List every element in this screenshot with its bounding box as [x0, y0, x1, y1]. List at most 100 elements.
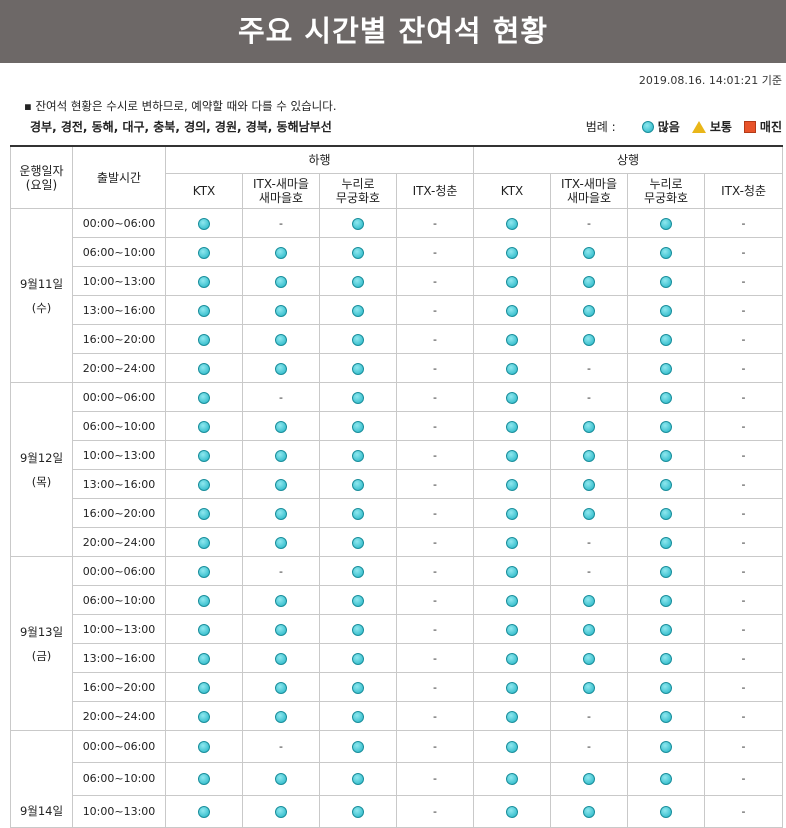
time-cell: 06:00~10:00: [72, 237, 166, 267]
status-icon: [198, 710, 210, 723]
status-icon: [660, 710, 673, 723]
status-cell: 많음: [627, 498, 706, 528]
status-icon: [506, 449, 519, 462]
row: 06:00~10:00 많음 많음 많음 - 많음 많음 많음 -: [11, 411, 784, 441]
row: 10:00~13:00 많음 많음 많음 - 많음 많음 많음 -: [11, 794, 784, 828]
status-icon: [583, 478, 596, 491]
status-cell: 많음: [165, 794, 243, 828]
legend-text: 보통: [709, 120, 732, 134]
status-cell: 많음: [242, 440, 320, 470]
status-cell: 많음: [319, 701, 397, 731]
status-icon: [352, 773, 364, 786]
head-group: 하행: [164, 145, 475, 174]
status-cell: 많음: [473, 266, 552, 296]
status-icon: [583, 420, 596, 433]
status-text: 많음: [672, 710, 673, 711]
legend-item: 보통: [691, 118, 732, 135]
status-icon: [198, 333, 210, 346]
status-cell: -: [395, 762, 475, 796]
status-text: 많음: [672, 536, 673, 537]
status-icon: [660, 478, 673, 491]
status-cell: 많음: [319, 295, 397, 325]
status-text: 많음: [518, 420, 519, 421]
status-text: 많음: [287, 710, 288, 711]
status-cell: 많음: [319, 498, 397, 528]
status-cell: 많음: [165, 527, 243, 557]
status-icon: [352, 217, 364, 230]
status-cell: -: [395, 701, 475, 731]
status-text: 많음: [287, 681, 288, 682]
status-icon: [198, 536, 210, 549]
status-text: 많음: [287, 333, 288, 334]
status-text: 많음: [518, 805, 519, 806]
status-text: 많음: [518, 507, 519, 508]
status-cell: -: [704, 382, 784, 412]
status-cell: 많음: [627, 237, 706, 267]
status-cell: 많음: [473, 498, 552, 528]
status-icon: [506, 246, 519, 259]
head-row: 운행일자 (요일) 출발시간 하행 상행: [10, 145, 784, 209]
status-text: 많음: [210, 507, 211, 508]
status-cell: 많음: [550, 295, 629, 325]
status-icon: [275, 304, 287, 317]
status-cell: 많음: [627, 762, 706, 796]
status-icon: [352, 507, 364, 520]
status-text: 많음: [364, 710, 365, 711]
status-cell: 많음: [473, 794, 552, 828]
status-cell: 많음: [242, 672, 320, 702]
status-icon: [583, 449, 596, 462]
status-cell: -: [242, 556, 320, 586]
head-date: 운행일자 (요일): [10, 145, 73, 209]
status-text: 많음: [210, 246, 211, 247]
status-cell: 많음: [550, 469, 629, 499]
status-cell: 많음: [242, 762, 320, 796]
status-cell: 많음: [319, 556, 397, 586]
status-cell: 많음: [473, 382, 552, 412]
status-cell: 많음: [165, 411, 243, 441]
status-text: 많음: [364, 681, 365, 682]
status-cell: 많음: [165, 556, 243, 586]
status-icon: [198, 304, 210, 317]
head-time: 출발시간: [72, 145, 166, 209]
thead: 운행일자 (요일) 출발시간 하행 상행 KTX ITX-새마을 새마을호 누리로 무궁화호…: [10, 145, 784, 209]
status-text: 많음: [518, 772, 519, 773]
legend: 범례 : 많음 보통 매진: [586, 118, 782, 135]
status-text: 많음: [287, 623, 288, 624]
status-icon: [198, 478, 210, 491]
status-text: 많음: [287, 507, 288, 508]
status-cell: 많음: [319, 440, 397, 470]
status-cell: -: [242, 729, 320, 764]
legend-item: 많음: [641, 118, 680, 135]
status-text: 많음: [364, 391, 365, 392]
status-icon: [198, 565, 210, 578]
status-text: 많음: [210, 772, 211, 773]
status-icon: [352, 710, 364, 723]
note: ▪ 잔여석 현황은 수시로 변하므로, 예약할 때와 다를 수 있습니다.: [24, 99, 337, 113]
status-cell: 많음: [550, 762, 629, 796]
time-cell: 10:00~13:00: [72, 794, 166, 828]
status-icon: [660, 391, 673, 404]
row: 16:00~20:00 많음 많음 많음 - 많음 많음 많음 -: [11, 324, 784, 354]
status-icon: [198, 420, 210, 433]
status-text: 많음: [518, 594, 519, 595]
status-icon: [660, 507, 673, 520]
status-cell: 많음: [550, 237, 629, 267]
status-cell: 많음: [627, 643, 706, 673]
status-icon: [198, 805, 210, 818]
legend-icon: [691, 120, 706, 133]
status-icon: [352, 275, 364, 288]
status-cell: 많음: [473, 672, 552, 702]
status-text: 많음: [210, 333, 211, 334]
status-cell: 많음: [319, 614, 397, 644]
status-text: 많음: [287, 449, 288, 450]
row: 9월11일 (수) 00:00~06:00 많음 - 많음 - 많음 - 많음 -: [10, 208, 784, 383]
status-icon: [506, 217, 519, 230]
status-cell: 많음: [473, 440, 552, 470]
status-cell: -: [704, 614, 784, 644]
status-text: 많음: [518, 740, 519, 741]
status-text: 많음: [210, 536, 211, 537]
status-cell: 많음: [627, 266, 706, 296]
status-text: 많음: [595, 333, 596, 334]
status-cell: 많음: [242, 794, 320, 828]
status-cell: 많음: [627, 353, 706, 383]
